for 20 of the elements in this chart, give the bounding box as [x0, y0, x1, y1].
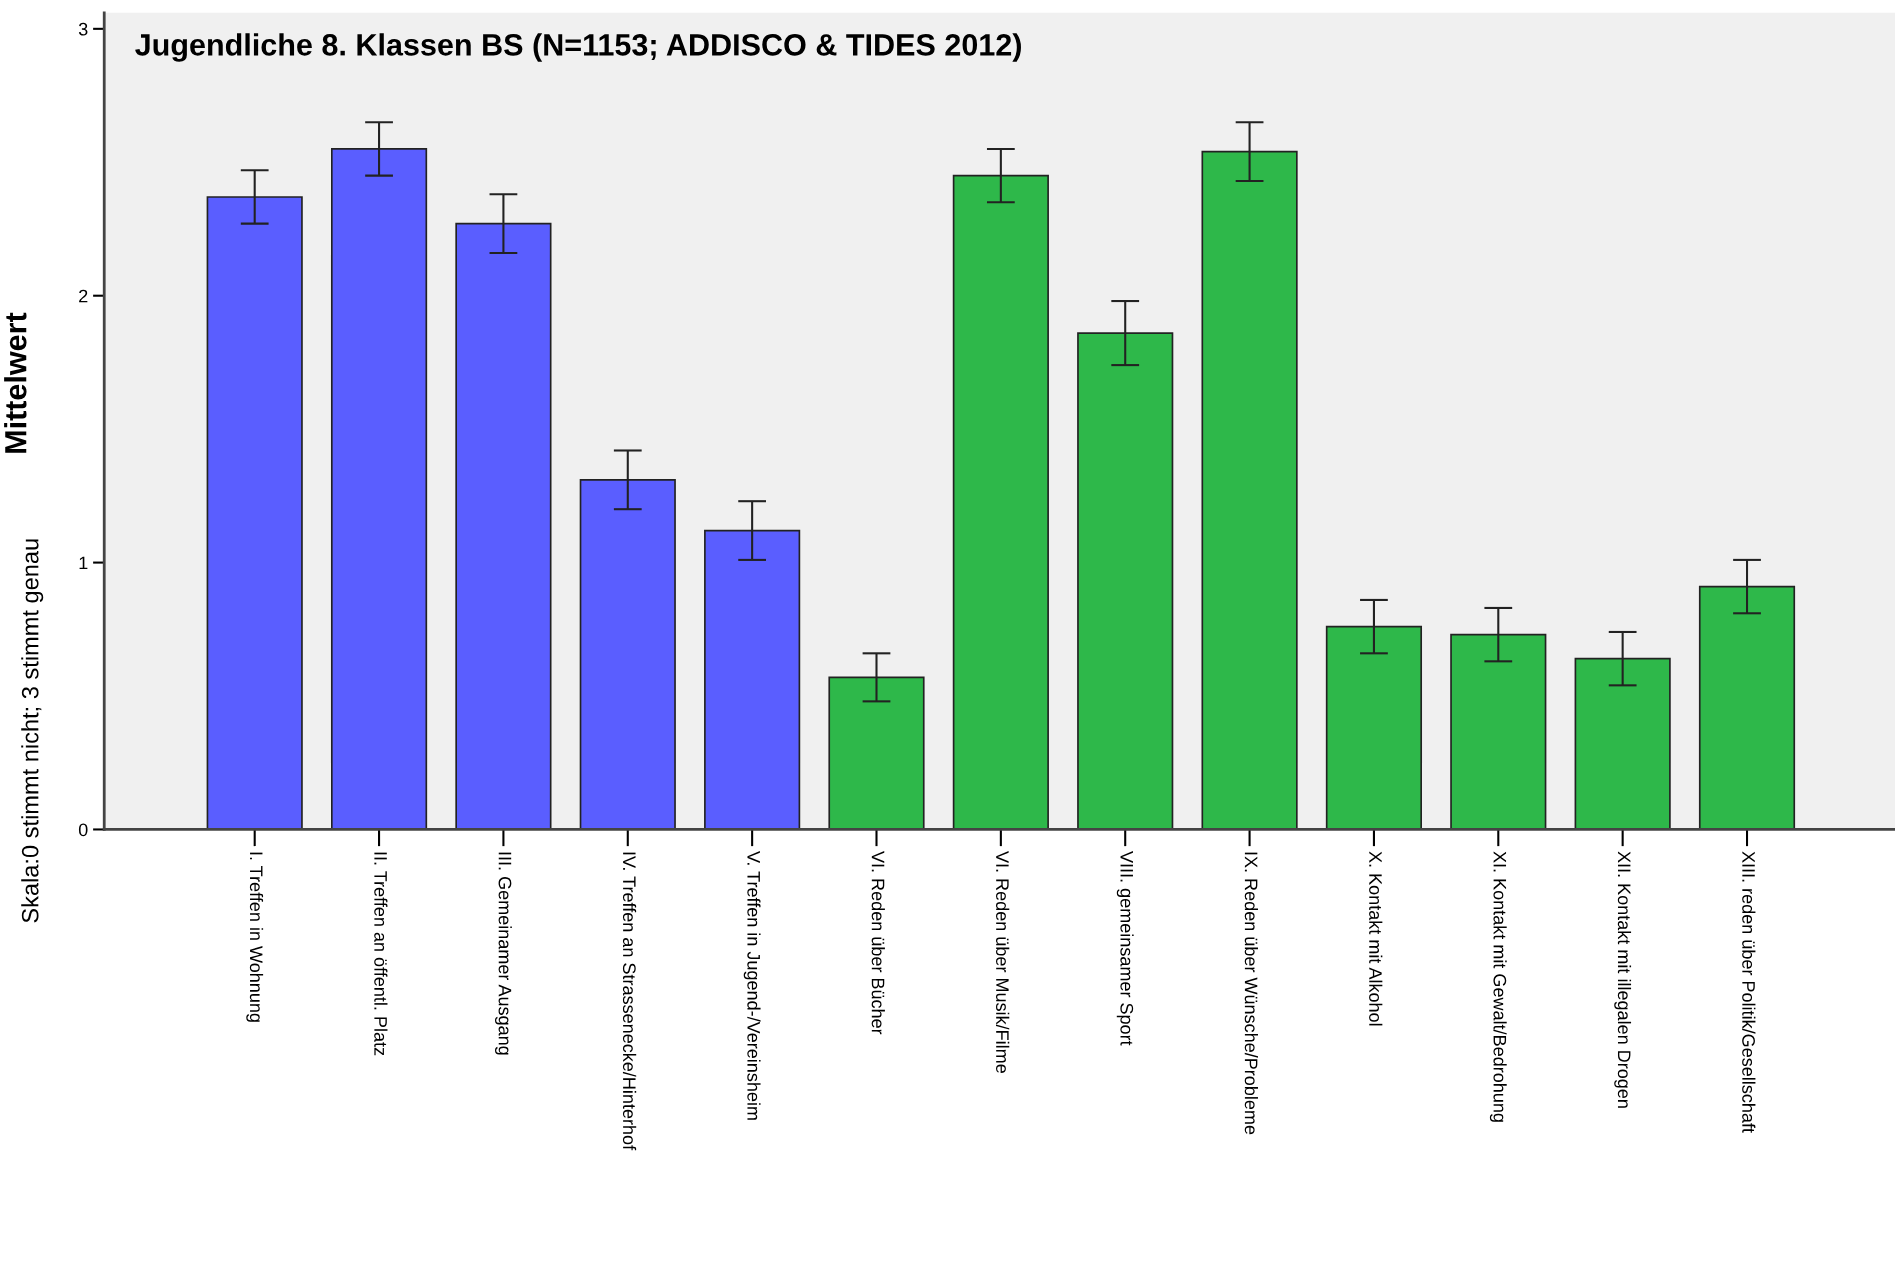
x-tick-label: I. Treffen in Wohnung: [246, 852, 264, 1022]
x-tick-label: VI. Reden über Musik/Filme: [996, 851, 1010, 1073]
y-tick-label: 0: [78, 823, 88, 837]
y-tick-label: 3: [78, 22, 88, 36]
y-axis-title: Mittelwert: [4, 312, 27, 453]
x-tick-label: XIII. reden über Politik/Gesellschaft: [1742, 851, 1756, 1133]
x-tick-label: VIII. gemeinsamer Sport: [1116, 851, 1134, 1046]
text: Skala:0 stimmt nicht; 3 stimmt genau: [21, 539, 44, 923]
x-tick-label: III. Gemeinamer Ausgang: [495, 852, 512, 1055]
x-tick-label: XII. Kontakt mit illegalen Drogen: [1614, 851, 1632, 1108]
y-tick-label: 1: [79, 556, 88, 570]
x-tick-label: IX. Reden über Wünsche/Probleme: [1244, 852, 1258, 1135]
y-tick-label: 2: [79, 289, 88, 303]
x-tick-label: IV. Treffen an Strassenecke/Hinterhof: [622, 852, 637, 1151]
x-tick-label: XI. Kontakt mit Gewalt/Bedrohung: [1489, 851, 1507, 1122]
x-tick-label: II. Treffen an öffentl. Platz: [374, 852, 388, 1056]
x-tick-label: V. Treffen in Jugend-/Vereinsheim: [743, 851, 761, 1120]
x-tick-label: X. Kontakt mit Alkohol: [1369, 851, 1383, 1026]
x-tick-label: VI. Reden über Bücher: [871, 851, 885, 1035]
text: Jugendliche 8. Klassen BS (N=1153; ADDISCO & TIDES 2012): [135, 33, 1021, 62]
